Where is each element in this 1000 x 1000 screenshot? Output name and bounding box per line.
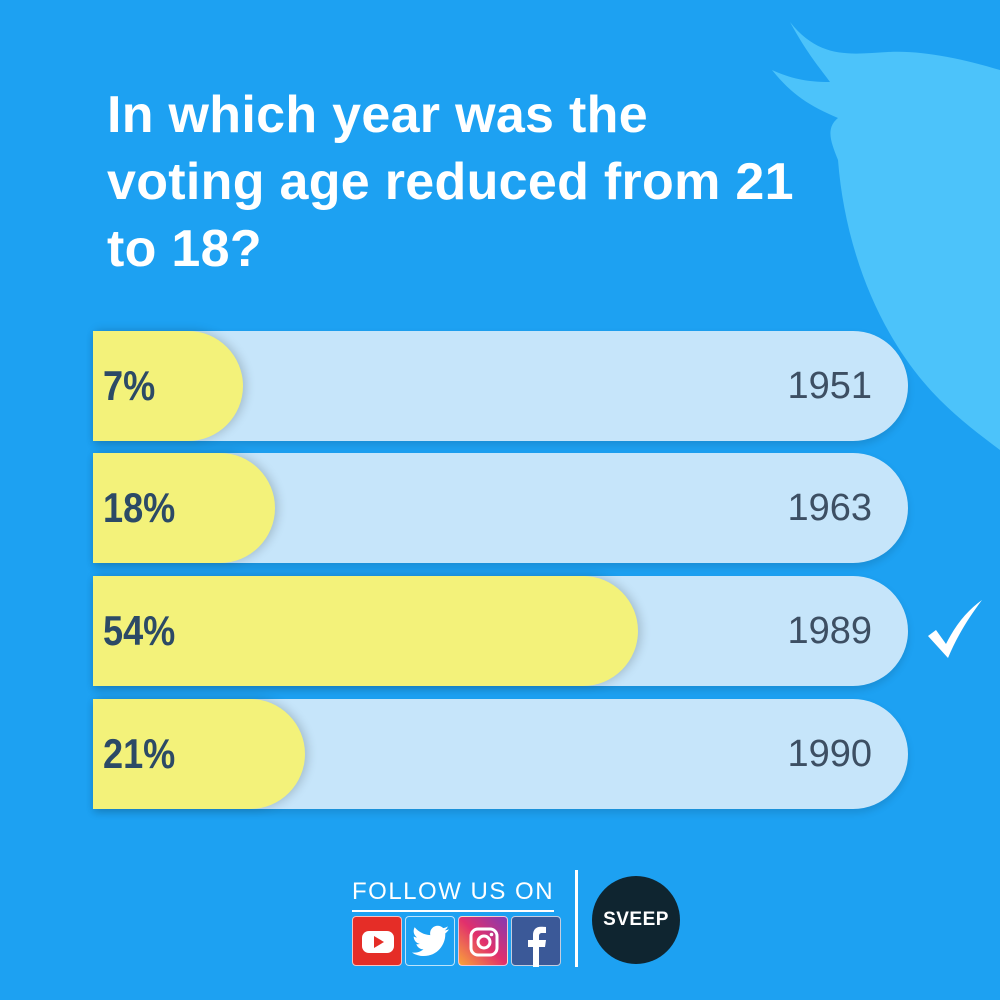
poll-bar <box>93 699 306 809</box>
follow-us-label: FOLLOW US ON <box>352 878 555 905</box>
sveep-logo: SVEEP <box>592 876 680 964</box>
poll-option-label: 1963 <box>787 487 872 529</box>
youtube-link[interactable] <box>352 916 402 966</box>
poll-option-label: 1990 <box>787 733 872 775</box>
poll-option-1963: 18% 1963 <box>93 453 908 563</box>
poll-bar <box>93 576 639 686</box>
instagram-link[interactable] <box>458 916 508 966</box>
poll-percent-label: 18% <box>103 484 176 531</box>
twitter-icon <box>411 925 449 956</box>
social-links <box>352 916 561 967</box>
instagram-icon <box>469 927 499 957</box>
correct-check-icon <box>928 600 982 658</box>
poll-percent-label: 21% <box>103 730 176 777</box>
poll-bar <box>93 453 275 563</box>
poll-option-1990: 21% 1990 <box>93 699 908 809</box>
follow-underline <box>352 910 554 912</box>
youtube-icon <box>362 931 394 953</box>
footer-divider <box>575 870 578 967</box>
facebook-icon <box>528 926 546 967</box>
poll-option-1951: 7% 1951 <box>93 331 908 441</box>
poll-percent-label: 7% <box>103 362 156 409</box>
poll-question: In which year was the voting age reduced… <box>107 86 794 278</box>
poll-percent-label: 54% <box>103 607 176 654</box>
twitter-link[interactable] <box>405 916 455 966</box>
facebook-link[interactable] <box>511 916 561 967</box>
poll-option-1989: 54% 1989 <box>93 576 908 686</box>
poll-option-label: 1951 <box>787 365 872 407</box>
poll-bar <box>93 331 243 441</box>
poll-option-label: 1989 <box>787 610 872 652</box>
sveep-logo-text: SVEEP <box>603 909 669 930</box>
